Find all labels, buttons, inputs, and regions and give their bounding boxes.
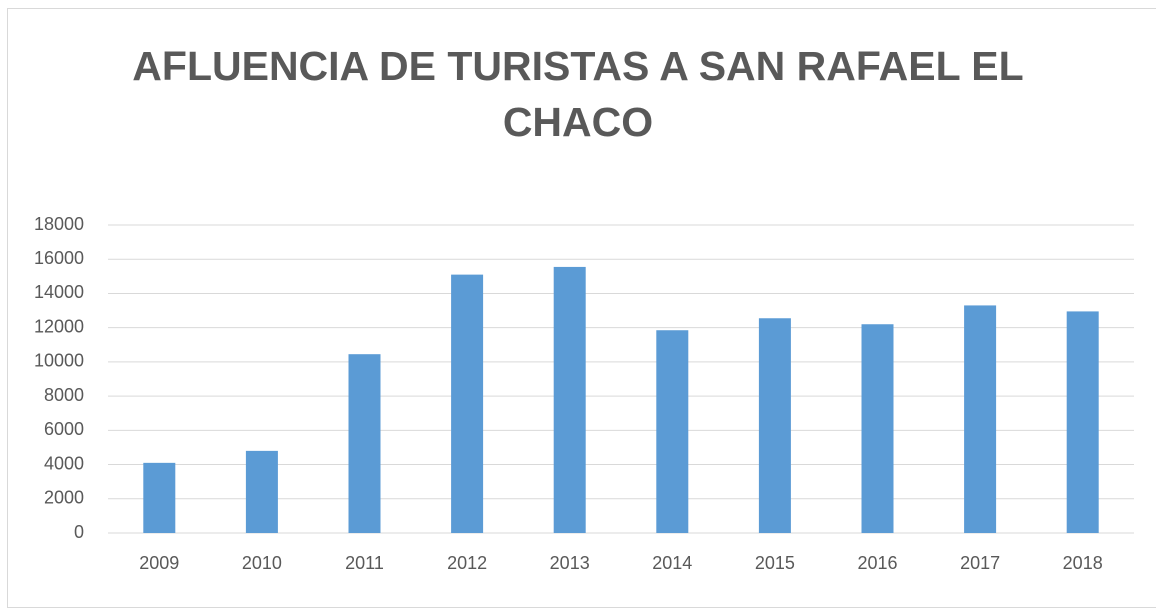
bar	[656, 330, 689, 533]
chart-title: AFLUENCIA DE TURISTAS A SAN RAFAEL EL CH…	[132, 43, 1024, 145]
x-tick-label: 2012	[447, 553, 487, 573]
bar	[143, 462, 176, 533]
y-tick-label: 0	[74, 522, 84, 542]
x-tick-label: 2010	[242, 553, 282, 573]
x-tick-label: 2009	[139, 553, 179, 573]
y-tick-label: 6000	[44, 419, 84, 439]
bar	[1066, 311, 1099, 533]
bar	[861, 324, 894, 533]
bar	[758, 318, 791, 533]
y-tick-label: 8000	[44, 385, 84, 405]
y-tick-label: 14000	[34, 282, 84, 302]
y-tick-label: 12000	[34, 316, 84, 336]
x-tick-label: 2016	[857, 553, 897, 573]
x-tick-label: 2013	[550, 553, 590, 573]
y-tick-label: 10000	[34, 351, 84, 371]
bar	[964, 305, 997, 533]
x-tick-label: 2015	[755, 553, 795, 573]
y-tick-label: 18000	[34, 214, 84, 234]
bar	[451, 274, 484, 533]
x-tick-label: 2017	[960, 553, 1000, 573]
chart-area: AFLUENCIA DE TURISTAS A SAN RAFAEL EL CH…	[7, 8, 1156, 608]
x-tick-label: 2011	[345, 553, 384, 573]
y-tick-label: 2000	[44, 488, 84, 508]
bar	[553, 266, 586, 533]
x-tick-label: 2014	[652, 553, 692, 573]
bar	[348, 354, 381, 533]
chart: 0 2000 4000 6000 8000 10000 12000 14000 16000 180…	[34, 214, 1134, 573]
y-tick-label: 16000	[34, 248, 84, 268]
x-tick-label: 2018	[1063, 553, 1103, 573]
bar	[245, 450, 278, 533]
y-tick-label: 4000	[44, 453, 84, 473]
